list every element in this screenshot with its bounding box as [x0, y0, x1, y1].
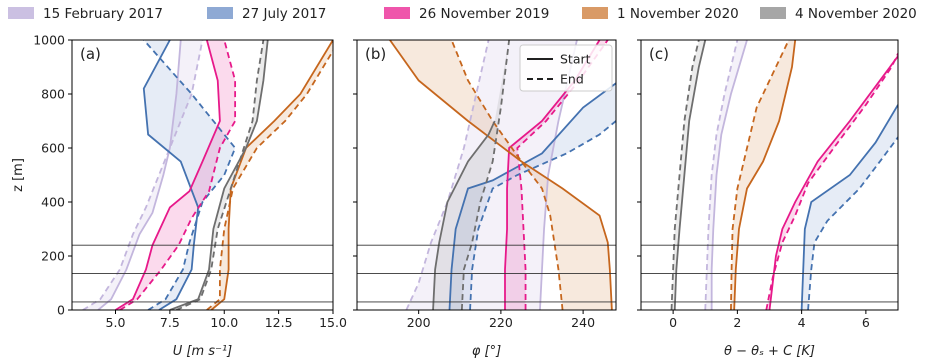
- series-start-line: [710, 40, 748, 310]
- x-tick-label: 240: [571, 315, 595, 330]
- legend-label: 15 February 2017: [43, 6, 163, 22]
- x-tick-label: 5.0: [106, 315, 126, 330]
- series-end-line: [670, 40, 700, 310]
- panel-0: [68, 39, 334, 314]
- x-tick-label: 12.5: [265, 315, 293, 330]
- legend-swatch: [8, 7, 34, 19]
- panel-2: [637, 39, 899, 314]
- series-start-line: [389, 40, 613, 310]
- legend-swatch: [582, 7, 608, 19]
- legend-swatch: [760, 7, 786, 19]
- x-tick-label: 2: [733, 315, 741, 330]
- x-tick-label: 0: [669, 315, 677, 330]
- style-legend-label: End: [560, 72, 584, 87]
- envelope-fill: [433, 40, 510, 310]
- x-tick-label: 200: [407, 315, 431, 330]
- series-end-line: [176, 40, 265, 310]
- series-start-line: [448, 82, 616, 310]
- x-axis-label: U [m s⁻¹]: [173, 344, 232, 359]
- series-end-line: [143, 40, 237, 310]
- plot-area: [82, 40, 333, 310]
- panel-label: (b): [365, 45, 386, 63]
- series-end-line: [119, 40, 237, 310]
- legend-swatch: [384, 7, 410, 19]
- panel-frame: [356, 39, 617, 311]
- legend-label: 26 November 2019: [419, 6, 549, 22]
- series-start-line: [432, 120, 496, 310]
- y-tick-label: 0: [57, 303, 65, 318]
- series-end-line: [730, 40, 790, 310]
- envelope-fill: [115, 40, 236, 310]
- series-end-line: [807, 136, 898, 310]
- series-end-line: [704, 40, 739, 310]
- series-start-line: [169, 40, 269, 310]
- series-start-line: [800, 104, 898, 310]
- x-tick-label: 4: [798, 315, 806, 330]
- panel-frame: [640, 39, 899, 311]
- envelope-fill: [505, 40, 608, 310]
- envelope-fill: [406, 40, 577, 310]
- y-tick-label: 400: [41, 195, 65, 210]
- x-tick-label: 7.5: [160, 315, 180, 330]
- envelope-fill: [206, 40, 333, 310]
- legend-label: 27 July 2017: [242, 6, 326, 22]
- series-start-line: [673, 40, 707, 310]
- y-tick-label: 1000: [33, 33, 65, 48]
- envelope-fill: [671, 40, 706, 310]
- panel-label: (a): [80, 45, 101, 63]
- envelope-fill: [143, 40, 236, 310]
- envelope-fill: [705, 40, 748, 310]
- x-axis-label: φ [°]: [472, 344, 501, 359]
- y-tick-label: 600: [41, 141, 65, 156]
- panel-label: (c): [649, 45, 669, 63]
- series-end-line: [450, 40, 564, 310]
- envelope-fill: [449, 83, 616, 310]
- series-start-line: [115, 40, 221, 310]
- series-start-line: [768, 55, 898, 310]
- legend-swatch: [207, 7, 233, 19]
- x-tick-label: 220: [489, 315, 513, 330]
- envelope-fill: [82, 40, 203, 310]
- y-axis-label: z [m]: [11, 158, 26, 192]
- envelope-fill: [730, 40, 796, 310]
- style-legend-label: Start: [560, 52, 591, 67]
- x-tick-label: 15.0: [319, 315, 347, 330]
- series-end-line: [460, 40, 511, 310]
- x-tick-label: 10.0: [210, 315, 238, 330]
- legend-label: 4 November 2020: [795, 6, 917, 22]
- panel-frame: [71, 39, 334, 311]
- y-tick-label: 200: [41, 249, 65, 264]
- plot-area: [389, 40, 616, 310]
- series-start-line: [97, 40, 182, 310]
- panel-1: [353, 39, 617, 314]
- series-end-line: [82, 40, 204, 310]
- envelope-fill: [801, 104, 898, 310]
- series-start-line: [733, 40, 797, 310]
- y-tick-label: 800: [41, 87, 65, 102]
- x-axis-label: θ − θₛ + C [K]: [724, 344, 815, 359]
- plot-area: [670, 40, 898, 310]
- envelope-fill: [389, 40, 612, 310]
- legend-label: 1 November 2020: [617, 6, 739, 22]
- x-tick-label: 6: [862, 315, 870, 330]
- series-end-line: [765, 53, 898, 310]
